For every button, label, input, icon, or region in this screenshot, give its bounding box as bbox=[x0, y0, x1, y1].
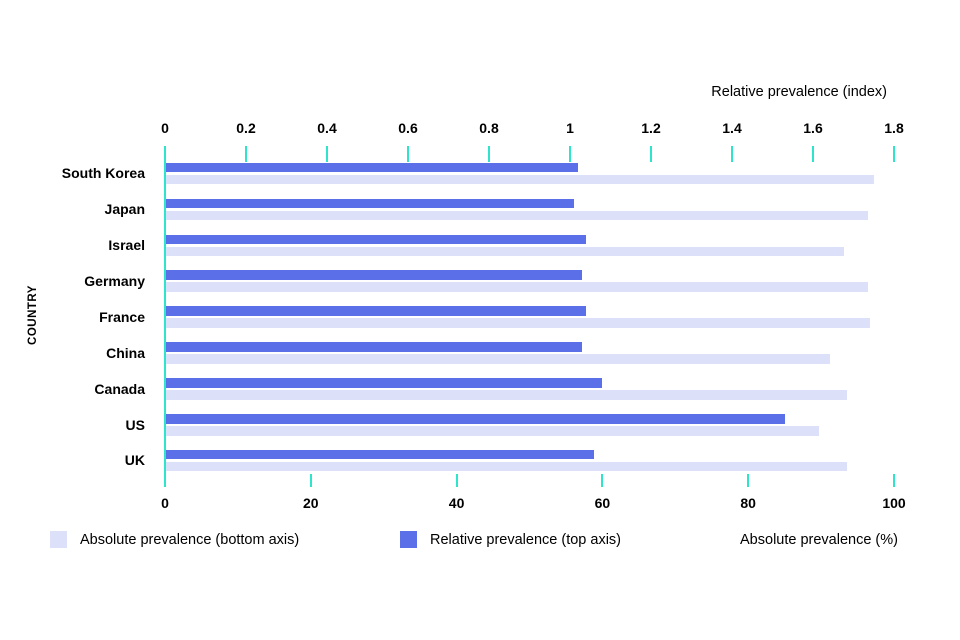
bottom-axis-tick bbox=[309, 474, 312, 487]
top-axis-tick bbox=[569, 146, 571, 162]
bar-absolute bbox=[166, 354, 830, 364]
country-label: UK bbox=[124, 452, 145, 469]
top-axis-tick-label: 1.8 bbox=[884, 120, 904, 136]
country-label: China bbox=[106, 344, 145, 361]
top-axis-tick bbox=[245, 146, 247, 162]
top-axis-tick-label: 0.2 bbox=[236, 120, 256, 136]
top-axis-tick-label: 0 bbox=[161, 120, 169, 136]
bar-relative bbox=[166, 270, 583, 280]
bar-absolute bbox=[166, 390, 847, 400]
top-axis-tick-label: 0.4 bbox=[317, 120, 337, 136]
country-label: Canada bbox=[94, 380, 145, 397]
bottom-axis-tick bbox=[455, 474, 458, 487]
top-axis-tick bbox=[650, 146, 652, 162]
top-axis-tick bbox=[488, 146, 490, 162]
legend-label-absolute: Absolute prevalence (bottom axis) bbox=[80, 532, 300, 548]
bottom-axis-tick bbox=[164, 474, 166, 487]
bottom-axis-tick-label: 100 bbox=[882, 495, 906, 511]
legend-label-relative: Relative prevalence (top axis) bbox=[430, 532, 622, 548]
country-label: Israel bbox=[108, 237, 145, 253]
bar-relative bbox=[166, 162, 579, 173]
bottom-axis-tick-label: 80 bbox=[740, 495, 756, 511]
bar-absolute bbox=[166, 246, 844, 256]
bar-relative bbox=[166, 378, 603, 388]
top-axis-tick bbox=[893, 146, 895, 162]
bar-absolute bbox=[166, 282, 868, 292]
legend-swatch-absolute bbox=[50, 531, 67, 548]
bottom-axis-tick-label: 0 bbox=[161, 495, 169, 511]
top-axis-tick-label: 1.4 bbox=[722, 120, 742, 136]
bottom-axis-tick bbox=[893, 474, 895, 487]
top-axis-tick-label: 0.6 bbox=[398, 120, 418, 136]
country-label: South Korea bbox=[61, 165, 145, 182]
top-axis-tick bbox=[812, 146, 814, 162]
country-label: Japan bbox=[104, 201, 145, 218]
top-axis-tick-label: 1 bbox=[566, 120, 574, 136]
country-label: US bbox=[125, 416, 145, 433]
axis-baseline bbox=[164, 146, 166, 487]
bar-absolute bbox=[166, 461, 848, 472]
bar-absolute bbox=[166, 426, 819, 436]
top-axis-tick bbox=[407, 146, 409, 162]
bottom-axis-tick-label: 40 bbox=[448, 495, 465, 511]
country-label: France bbox=[99, 308, 145, 325]
top-axis-tick bbox=[326, 146, 328, 162]
bar-relative bbox=[166, 306, 587, 316]
bottom-axis-title: Absolute prevalence (%) bbox=[740, 532, 898, 548]
bar-relative bbox=[166, 234, 587, 244]
bar-absolute bbox=[166, 210, 868, 221]
legend-swatch-relative bbox=[400, 531, 417, 548]
country-label: Germany bbox=[84, 272, 145, 289]
top-axis-tick bbox=[731, 146, 733, 162]
bottom-axis-tick-label: 20 bbox=[303, 495, 319, 511]
bar-absolute bbox=[166, 174, 875, 185]
bar-relative bbox=[166, 449, 595, 460]
top-axis-tick-label: 1.6 bbox=[803, 120, 823, 136]
bar-absolute bbox=[166, 318, 870, 328]
bottom-axis-tick bbox=[601, 474, 604, 487]
bar-relative bbox=[166, 198, 575, 209]
top-axis-tick-label: 1.2 bbox=[641, 120, 661, 136]
y-axis-title: COUNTRY bbox=[27, 285, 39, 345]
bar-relative bbox=[166, 342, 583, 352]
bottom-axis-tick-label: 60 bbox=[594, 495, 611, 511]
bottom-axis-tick bbox=[747, 474, 750, 487]
bar-relative bbox=[166, 414, 785, 424]
top-axis-title: Relative prevalence (index) bbox=[711, 84, 887, 100]
top-axis-tick-label: 0.8 bbox=[479, 120, 499, 136]
